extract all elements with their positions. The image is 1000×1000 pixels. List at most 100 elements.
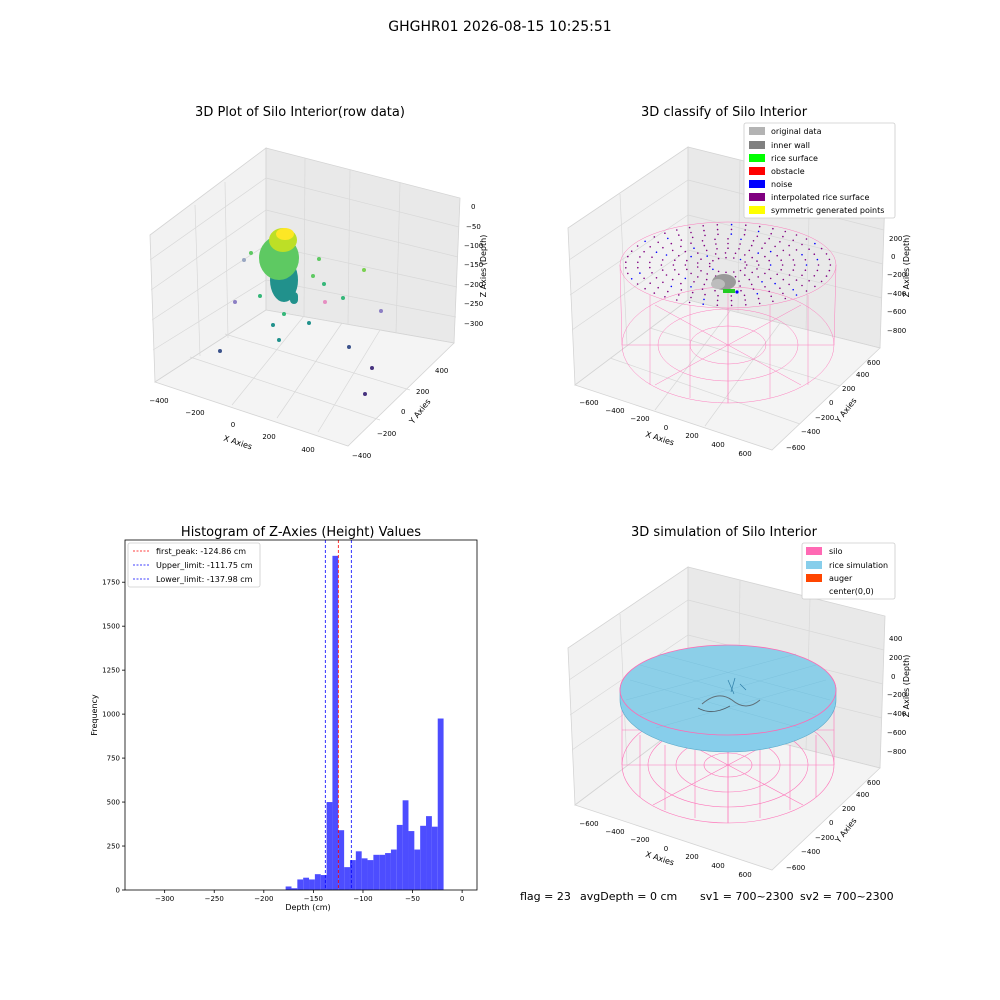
interpolated-surface-point: [714, 289, 716, 292]
interpolated-surface-point: [770, 295, 772, 298]
interpolated-surface-point: [667, 237, 669, 240]
histogram-bar: [390, 849, 397, 890]
z-tick-label: −400: [887, 290, 906, 298]
legend-label: rice simulation: [829, 561, 888, 570]
interpolated-surface-point: [724, 252, 727, 254]
raw-point: [370, 366, 374, 370]
interpolated-surface-point: [670, 242, 673, 245]
x-tick-label: −200: [630, 836, 649, 844]
interpolated-surface-point: [693, 247, 695, 249]
interpolated-surface-point: [750, 283, 753, 286]
x-tick-label: 0: [231, 421, 235, 429]
classify-original-cluster: [711, 279, 725, 289]
x-tick-label: −150: [304, 895, 323, 903]
y-tick-label: 600: [867, 359, 880, 367]
interpolated-surface-point: [739, 269, 742, 272]
interpolated-surface-point: [661, 259, 664, 261]
raw-point: [249, 251, 253, 255]
interpolated-surface-point: [788, 254, 791, 256]
simulation-floor-pane: [574, 719, 881, 871]
interpolated-surface-point: [730, 295, 733, 297]
histogram-bar: [373, 854, 380, 890]
interpolated-surface-point: [758, 225, 761, 228]
interpolated-surface-point: [788, 283, 790, 286]
interpolated-surface-point: [637, 261, 639, 264]
interpolated-surface-point: [739, 243, 741, 245]
classify-z-ticks: 200 0 −200 −400 −600 −800: [887, 235, 906, 335]
histogram-y-ticks: 0 250 500 750 1000 1250 1500 1750: [102, 579, 125, 895]
raw-point: [341, 296, 345, 300]
interpolated-surface-point: [744, 254, 746, 256]
interpolated-surface-point: [792, 269, 795, 271]
x-tick-label: 0: [664, 845, 668, 853]
classify-surface-dots: [625, 223, 832, 307]
simulation-legend: silo rice simulation auger center(0,0): [801, 542, 896, 600]
interpolated-surface-point: [738, 280, 740, 283]
y-tick-label: 200: [842, 805, 855, 813]
x-tick-label: 0: [460, 895, 464, 903]
interpolated-surface-point: [744, 261, 746, 263]
interpolated-surface-point: [795, 294, 798, 296]
y-tick-label: 600: [867, 779, 880, 787]
interpolated-surface-point: [643, 277, 645, 280]
histogram-legend: first_peak: -124.86 cm Upper_limit: -111…: [127, 542, 261, 588]
status-sv2: sv2 = 700~2300: [800, 890, 894, 903]
interpolated-surface-point: [792, 288, 794, 291]
interpolated-surface-point: [725, 256, 727, 259]
interpolated-surface-point: [757, 297, 760, 300]
histogram-bar: [303, 877, 310, 890]
legend-swatch-rice-surface: [749, 154, 765, 162]
interpolated-surface-point: [676, 299, 678, 301]
interpolated-surface-point: [817, 264, 820, 266]
interpolated-surface-point: [734, 252, 737, 255]
interpolated-surface-point: [774, 282, 776, 285]
interpolated-surface-point: [717, 257, 720, 260]
legend-label: auger: [829, 574, 853, 583]
interpolated-surface-point: [630, 250, 633, 252]
interpolated-surface-point: [769, 264, 772, 266]
legend-swatch-auger: [806, 574, 822, 582]
interpolated-surface-point: [672, 264, 675, 266]
classify-legend: original data inner wall rice surface ob…: [743, 122, 896, 219]
simulation-z-ticks: 400 200 0 −200 −400 −600 −800: [887, 635, 906, 756]
legend-swatch-symmetric: [749, 206, 765, 214]
y-tick-label: 200: [842, 385, 855, 393]
y-tick-label: 0: [829, 399, 833, 407]
interpolated-surface-point: [788, 244, 790, 247]
interpolated-surface-point: [653, 292, 656, 294]
interpolated-surface-point: [805, 238, 808, 240]
interpolated-surface-point: [814, 285, 816, 288]
x-tick-label: −250: [205, 895, 224, 903]
legend-label: center(0,0): [829, 587, 874, 596]
z-tick-label: −200: [887, 271, 906, 279]
interpolated-surface-point: [690, 272, 692, 275]
interpolated-surface-point: [757, 252, 759, 254]
interpolated-surface-point: [662, 281, 664, 284]
interpolated-surface-point: [712, 268, 714, 271]
interpolated-surface-point: [782, 249, 785, 252]
interpolated-surface-point: [779, 241, 781, 243]
histogram-bar: [297, 879, 304, 890]
interpolated-surface-point: [801, 243, 803, 246]
x-tick-label: 200: [685, 853, 698, 861]
interpolated-surface-point: [764, 242, 766, 244]
x-tick-label: 200: [262, 433, 275, 441]
histogram-bars: [285, 555, 444, 890]
interpolated-surface-point: [758, 302, 761, 305]
interpolated-surface-point: [779, 287, 781, 290]
histogram-bar: [426, 816, 432, 890]
interpolated-surface-point: [828, 269, 831, 272]
interpolated-surface-point: [686, 268, 688, 271]
histogram-bar: [314, 874, 321, 890]
raw-point: [323, 300, 327, 304]
interpolated-surface-point: [703, 283, 706, 286]
simulation-x-axis-label: X Axies: [644, 850, 675, 868]
y-tick-label: −200: [815, 414, 834, 422]
interpolated-surface-point: [688, 301, 691, 304]
interpolated-surface-point: [764, 255, 766, 258]
z-tick-label: 200: [889, 235, 902, 243]
interpolated-surface-point: [627, 255, 629, 258]
y-tick-label: −400: [801, 428, 820, 436]
status-line: flag = 23 avgDepth = 0 cm sv1 = 700~2300…: [520, 890, 894, 903]
interpolated-surface-point: [776, 254, 778, 257]
